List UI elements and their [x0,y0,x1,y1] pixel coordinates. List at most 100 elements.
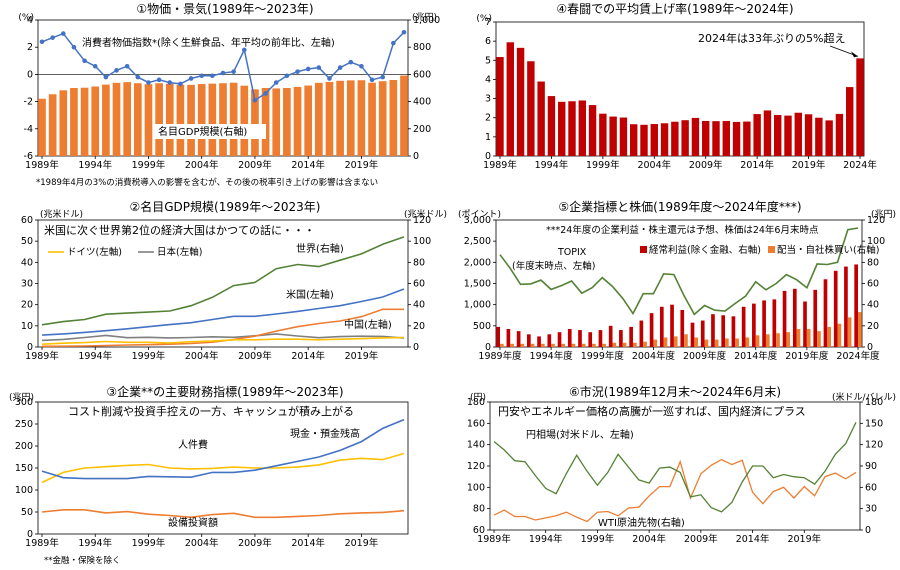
cpi-point [114,68,119,73]
payout-bar [602,343,606,347]
profit-bar [578,330,582,347]
payout-bar [745,337,750,347]
y2-unit: (米ドル/バレル) [832,391,896,403]
payout-bar [765,334,770,347]
arrow-head [851,51,858,58]
y-tick-label: 10 [21,321,33,332]
x-tick-label: 1999年 [132,537,166,549]
x-tick-label: 1999年 [132,350,166,362]
wage-bar [825,120,833,156]
profit-bar [659,306,664,347]
payout-bar [684,334,688,347]
wage-bar [835,113,844,156]
y-unit: (%) [476,14,492,24]
x-tick-label: 1999年 [132,159,166,171]
x-tick-label: 2019年 [345,350,379,362]
gdp-annotation: 名目GDP規模(右軸) [158,125,247,138]
payout-bar [592,343,596,347]
gdp-bar [229,82,238,156]
wage-bar [691,117,700,156]
gdp-bar [325,82,334,156]
wti-label: WTI原油先物(右軸) [598,516,685,529]
gdp-bar [346,80,355,156]
wage-bar [547,96,556,156]
x-tick-label: 1989年度 [478,350,522,362]
profit-bar [772,299,777,347]
gdp-bar [144,84,153,156]
payout-bar [786,332,791,347]
profit-bar [506,329,511,347]
gdp-bar [314,82,323,156]
x-tick-label: 2009年 [238,350,272,362]
y2-tick-label: 60 [413,279,425,290]
y-tick-label: 500 [473,321,491,332]
y-unit: (ポイント) [458,209,501,220]
x-tick-label: 2004年 [185,350,219,362]
legend-profit: 経常利益(除く金融、右軸) [649,244,761,256]
footnote: *1989年4月の3%の消費税導入の影響を含むが、その後の税率引き上げの影響は含… [36,177,378,188]
payout-bar [500,343,504,347]
headline: 米国に次ぐ世界第2位の経済大国はかつての話に・・・ [44,223,315,237]
topix-sub: (年度末時点、左軸) [512,260,595,272]
gdp-bar [102,84,110,156]
y-tick-label: 2,000 [464,257,491,268]
y2-tick-label: 150 [865,418,883,429]
wage-bar [516,47,525,156]
corporate-stock-chart: ⑤企業指標と株価(1989年度～2024年度***) (ポイント) (兆円) 3,00… [458,199,896,362]
plot-frame [495,21,865,157]
x-tick-label: 1999年 [581,533,615,545]
line-人件費 [41,452,405,484]
x-tick-label: 1989年 [25,350,59,362]
y-tick-label: 60 [473,525,485,536]
legend-jp: 日本(左軸) [157,246,202,258]
profit-bar [557,332,562,347]
wage-bar [578,100,586,156]
wage-bar [804,114,813,156]
x-tick-label: 2004年 [637,159,671,171]
gdp-bar [155,83,163,156]
cpi-point [369,77,375,83]
market-chart: ⑥市況(1989年12月末～2024年6月末)(円) (米ドル/バレル)18016… [467,384,896,545]
payout-bar [643,341,647,347]
y-unit: (兆米ドル) [40,208,83,220]
profit-bar [680,309,685,347]
y-tick-label: 4 [27,15,33,26]
profit-bar [752,303,756,347]
cpi-point [146,80,151,85]
y-tick-label: 150 [15,463,33,474]
y2-unit: (兆円) [412,12,437,23]
line-米国 [41,288,405,336]
x-tick-label: 2014年 [736,533,770,545]
payout-bar [858,312,862,347]
y-tick-label: 30 [21,279,33,290]
y2-tick-label: 80 [413,257,425,268]
y-tick-label: 1,500 [464,279,491,290]
payout-bar [632,342,637,347]
gdp-bar [304,85,313,156]
profit-bar [588,332,593,347]
payout-bar [571,343,576,347]
x-tick-label: 1989年 [25,159,59,171]
profit-bar [813,289,818,347]
gdp-bar [378,81,387,156]
wage-bar [846,87,854,156]
y-unit: (%) [18,13,34,23]
x-tick-label: 1999年 [586,159,620,171]
gdp-bar [197,84,206,156]
wage-bar [588,105,597,156]
cpi-point [295,69,300,74]
y-tick-label: 1 [485,132,491,143]
wage-bar [815,117,823,156]
y-tick-label: -2 [24,97,33,108]
payout-bar [540,343,545,347]
chart-title: ③企業**の主要財務指標(1989年～2023年) [106,384,343,399]
profit-bar [608,325,613,347]
y2-tick-label: 40 [413,300,425,311]
x-tick-label: 1994年 [78,159,112,171]
wage-bar [558,101,566,156]
y2-tick-label: 120 [413,215,431,226]
gdp-bar [133,83,142,156]
payout-bar [653,339,658,347]
chart-title: ⑥市況(1989年12月末～2024年6月末) [569,384,781,399]
y-tick-label: -4 [24,124,33,135]
